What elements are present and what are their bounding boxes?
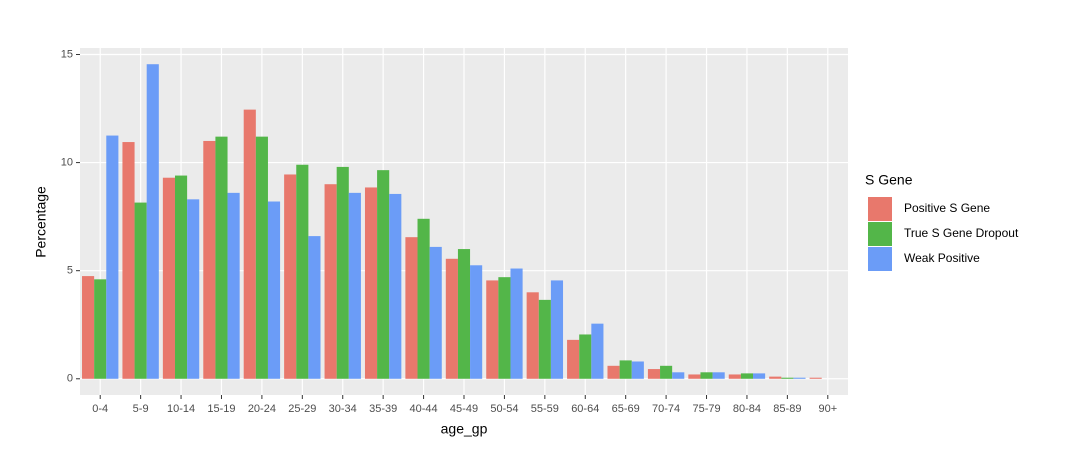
- legend-text: Positive S Gene: [904, 201, 990, 215]
- x-tick-label: 75-79: [692, 403, 720, 415]
- bar: [348, 192, 361, 379]
- bar: [94, 279, 107, 379]
- bar: [793, 377, 806, 379]
- y-tick-label: 15: [61, 48, 73, 60]
- x-tick-label: 15-19: [207, 403, 235, 415]
- bar: [579, 334, 592, 379]
- bar: [457, 249, 471, 379]
- bar: [631, 361, 644, 379]
- bar: [267, 201, 281, 379]
- x-tick-label: 20-24: [248, 403, 276, 415]
- bar: [647, 369, 661, 379]
- x-tick-label: 5-9: [133, 403, 149, 415]
- x-tick-label: 10-14: [167, 403, 195, 415]
- bar: [106, 135, 119, 379]
- bar: [284, 174, 297, 379]
- bar: [712, 372, 725, 379]
- bar: [324, 184, 337, 379]
- bar: [769, 376, 782, 379]
- bar: [215, 136, 228, 379]
- x-tick-label: 55-59: [531, 403, 559, 415]
- bar: [619, 360, 632, 379]
- x-tick-label: 45-49: [450, 403, 478, 415]
- bar: [255, 136, 268, 379]
- bar: [526, 292, 539, 379]
- bar: [510, 268, 523, 379]
- y-tick-label: 5: [67, 265, 73, 277]
- x-tick-label: 70-74: [652, 403, 680, 415]
- x-tick-label: 35-39: [369, 403, 397, 415]
- x-axis-title: age_gp: [441, 421, 488, 437]
- bar: [688, 374, 701, 379]
- y-axis-title: Percentage: [33, 186, 49, 258]
- x-tick-label: 65-69: [612, 403, 640, 415]
- x-tick-label: 0-4: [92, 403, 108, 415]
- bar: [162, 177, 175, 379]
- x-tick-label: 40-44: [410, 403, 438, 415]
- bar: [203, 140, 216, 379]
- bar: [538, 299, 551, 379]
- bar: [296, 164, 309, 379]
- bar: [470, 265, 483, 379]
- bar: [174, 175, 188, 379]
- bar: [740, 373, 754, 379]
- legend-text: True S Gene Dropout: [904, 226, 1019, 240]
- bar: [146, 64, 159, 379]
- bar: [377, 170, 390, 379]
- x-tick-label: 90+: [818, 403, 837, 415]
- bar: [781, 377, 794, 379]
- x-tick-label: 25-29: [288, 403, 316, 415]
- x-tick-label: 85-89: [773, 403, 801, 415]
- bar: [308, 236, 321, 379]
- bar: [364, 187, 378, 379]
- bar: [336, 166, 349, 379]
- bar: [417, 218, 430, 379]
- legend-key: [868, 197, 892, 221]
- bar: [429, 246, 442, 379]
- bar: [498, 277, 511, 379]
- y-tick-label: 10: [61, 156, 73, 168]
- legend-key: [868, 247, 892, 271]
- bar: [728, 374, 741, 379]
- bar: [227, 192, 240, 379]
- bar: [445, 258, 458, 379]
- x-tick-label: 50-54: [490, 403, 518, 415]
- bar: [700, 372, 713, 379]
- bar: [82, 276, 95, 379]
- bar: [243, 109, 256, 379]
- bar: [660, 365, 673, 379]
- bar: [405, 237, 418, 379]
- bar: [591, 323, 604, 379]
- legend-title: S Gene: [865, 172, 913, 188]
- bar: [567, 339, 580, 379]
- legend-text: Weak Positive: [904, 251, 980, 265]
- bar: [389, 193, 402, 379]
- y-tick-label: 0: [67, 373, 73, 385]
- bar: [753, 373, 766, 379]
- x-tick-label: 80-84: [733, 403, 761, 415]
- bar: [607, 365, 620, 379]
- bar: [809, 377, 822, 379]
- bar: [187, 199, 200, 379]
- bar: [486, 280, 499, 379]
- legend-key: [868, 222, 892, 246]
- bar: [122, 142, 135, 379]
- x-tick-label: 60-64: [571, 403, 599, 415]
- bar: [672, 372, 685, 379]
- bar: [550, 280, 564, 379]
- x-tick-label: 30-34: [329, 403, 357, 415]
- bar: [134, 202, 147, 379]
